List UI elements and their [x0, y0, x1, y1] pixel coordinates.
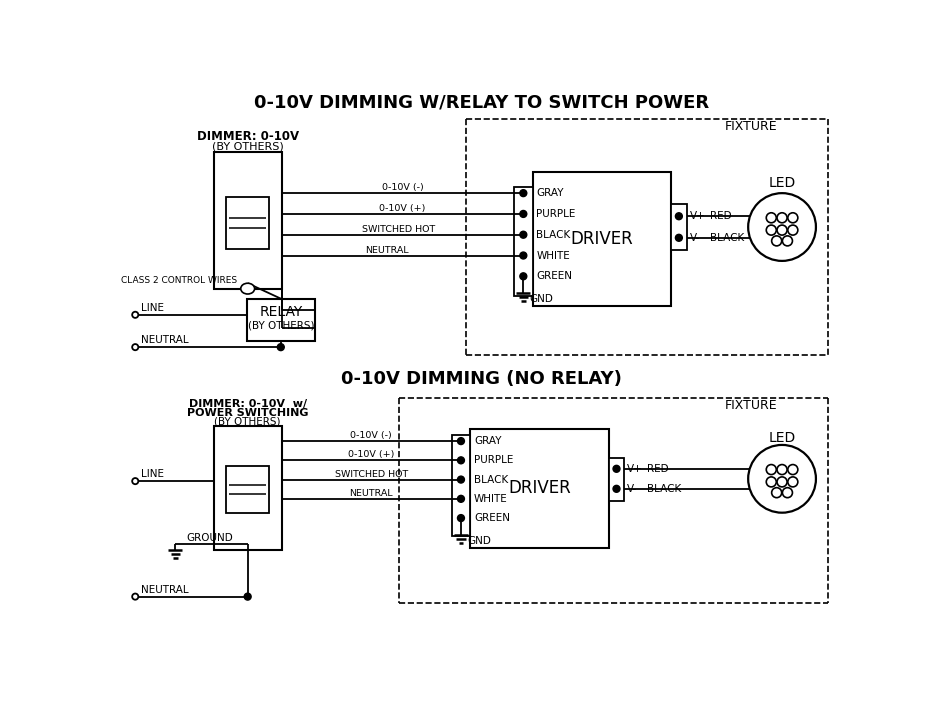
Circle shape: [676, 213, 682, 219]
Circle shape: [748, 445, 816, 513]
Circle shape: [244, 593, 251, 600]
Text: CLASS 2 CONTROL WIRES: CLASS 2 CONTROL WIRES: [120, 277, 237, 285]
Circle shape: [777, 465, 787, 474]
Bar: [609, 458, 624, 501]
Text: POWER SWITCHING: POWER SWITCHING: [187, 408, 308, 418]
Bar: [470, 429, 609, 548]
Circle shape: [613, 466, 620, 472]
Text: RED: RED: [648, 464, 669, 473]
Circle shape: [520, 231, 526, 238]
Circle shape: [520, 273, 526, 279]
Text: GRAY: GRAY: [537, 188, 564, 198]
Text: LINE: LINE: [141, 303, 164, 313]
Circle shape: [277, 344, 284, 350]
Text: PURPLE: PURPLE: [537, 209, 576, 219]
Text: WHITE: WHITE: [537, 251, 571, 261]
Text: SWITCHED HOT: SWITCHED HOT: [335, 470, 408, 479]
Bar: [247, 298, 315, 341]
Bar: [514, 187, 533, 295]
Text: GROUND: GROUND: [186, 533, 233, 543]
Circle shape: [766, 465, 776, 474]
Text: V+: V+: [627, 464, 643, 473]
Text: BLACK: BLACK: [648, 484, 682, 494]
Circle shape: [458, 476, 464, 483]
Circle shape: [520, 211, 526, 217]
Circle shape: [777, 225, 787, 235]
Circle shape: [133, 344, 138, 350]
Text: DRIVER: DRIVER: [571, 230, 634, 248]
Text: NEUTRAL: NEUTRAL: [141, 585, 189, 594]
Text: V+: V+: [690, 211, 705, 222]
Text: GREEN: GREEN: [474, 513, 510, 523]
Text: BLACK: BLACK: [537, 230, 571, 240]
Text: BLACK: BLACK: [474, 474, 509, 484]
Bar: [227, 466, 269, 513]
Bar: [671, 204, 686, 250]
Text: 0-10V (+): 0-10V (+): [379, 204, 426, 213]
Circle shape: [458, 457, 464, 464]
Circle shape: [458, 515, 464, 521]
Text: GND: GND: [529, 295, 554, 304]
Bar: [227, 197, 269, 249]
Circle shape: [777, 213, 787, 223]
Circle shape: [788, 465, 798, 474]
Text: LED: LED: [768, 176, 795, 190]
Text: NEUTRAL: NEUTRAL: [350, 489, 393, 498]
Text: 0-10V DIMMING W/RELAY TO SWITCH POWER: 0-10V DIMMING W/RELAY TO SWITCH POWER: [254, 93, 710, 111]
Circle shape: [788, 225, 798, 235]
Circle shape: [133, 478, 138, 484]
Text: GRAY: GRAY: [474, 436, 502, 446]
Circle shape: [458, 495, 464, 502]
Text: NEUTRAL: NEUTRAL: [141, 335, 189, 345]
Text: 0-10V (-): 0-10V (-): [351, 432, 392, 440]
Circle shape: [133, 594, 138, 599]
Text: RELAY: RELAY: [259, 306, 303, 319]
Circle shape: [520, 252, 526, 259]
Circle shape: [788, 477, 798, 487]
Text: BLACK: BLACK: [710, 233, 744, 243]
Circle shape: [782, 488, 792, 497]
Circle shape: [613, 485, 620, 492]
Text: 0-10V (+): 0-10V (+): [348, 450, 395, 460]
Bar: [213, 426, 282, 550]
Circle shape: [748, 193, 816, 261]
Circle shape: [772, 236, 782, 246]
Circle shape: [766, 213, 776, 223]
Text: FIXTURE: FIXTURE: [725, 120, 777, 133]
Circle shape: [782, 236, 792, 246]
Circle shape: [788, 213, 798, 223]
Ellipse shape: [241, 283, 255, 294]
Text: (BY OTHERS): (BY OTHERS): [212, 141, 284, 151]
Circle shape: [766, 225, 776, 235]
Text: (BY OTHERS): (BY OTHERS): [247, 321, 314, 331]
Text: GREEN: GREEN: [537, 272, 572, 282]
Text: LINE: LINE: [141, 469, 164, 479]
Circle shape: [676, 235, 682, 241]
Circle shape: [458, 437, 464, 445]
Circle shape: [520, 190, 526, 197]
Text: DIMMER: 0-10V: DIMMER: 0-10V: [196, 130, 299, 143]
Circle shape: [772, 488, 782, 497]
Text: WHITE: WHITE: [474, 494, 508, 504]
Text: (BY OTHERS): (BY OTHERS): [214, 417, 281, 427]
Text: 0-10V DIMMING (NO RELAY): 0-10V DIMMING (NO RELAY): [341, 371, 622, 389]
Circle shape: [777, 477, 787, 487]
Bar: [452, 435, 470, 536]
Text: V-: V-: [690, 233, 700, 243]
Circle shape: [133, 312, 138, 318]
Text: NEUTRAL: NEUTRAL: [366, 245, 409, 255]
Text: FIXTURE: FIXTURE: [725, 399, 777, 412]
Text: PURPLE: PURPLE: [474, 455, 513, 466]
Text: 0-10V (-): 0-10V (-): [382, 183, 423, 193]
Text: SWITCHED HOT: SWITCHED HOT: [362, 225, 435, 234]
Text: V-: V-: [627, 484, 637, 494]
Text: GND: GND: [467, 536, 491, 546]
Text: DIMMER: 0-10V  w/: DIMMER: 0-10V w/: [189, 399, 306, 409]
Circle shape: [766, 477, 776, 487]
Text: DRIVER: DRIVER: [509, 479, 571, 497]
Text: RED: RED: [710, 211, 731, 222]
Text: LED: LED: [768, 431, 795, 445]
Bar: [533, 172, 671, 306]
Bar: [213, 152, 282, 290]
